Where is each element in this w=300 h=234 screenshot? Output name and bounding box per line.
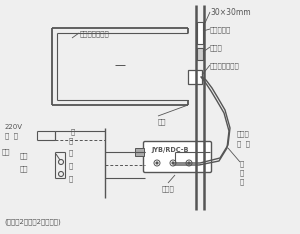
Text: 号: 号 xyxy=(240,169,244,176)
Text: 红: 红 xyxy=(71,128,75,135)
Text: 控制盒: 控制盒 xyxy=(162,185,175,192)
Circle shape xyxy=(172,162,174,164)
Text: JYB/RDC-B: JYB/RDC-B xyxy=(151,147,188,153)
Bar xyxy=(197,48,203,60)
Text: 接近开关传感器: 接近开关传感器 xyxy=(210,62,240,69)
Circle shape xyxy=(188,162,190,164)
Text: 常闭: 常闭 xyxy=(20,152,28,159)
Bar xyxy=(135,148,144,156)
Text: 橙: 橙 xyxy=(69,149,73,156)
Text: 220V: 220V xyxy=(5,124,23,130)
Text: 紫: 紫 xyxy=(69,175,73,182)
Text: 棕: 棕 xyxy=(69,137,73,144)
FancyBboxPatch shape xyxy=(143,142,212,172)
Text: 信: 信 xyxy=(240,160,244,167)
Bar xyxy=(188,70,202,84)
Text: (可增至2常开；2常闭输出): (可增至2常开；2常闭输出) xyxy=(4,218,61,225)
Text: 检测金属片: 检测金属片 xyxy=(210,26,231,33)
Text: 轴承座: 轴承座 xyxy=(210,44,223,51)
Text: 支架: 支架 xyxy=(158,118,166,125)
Circle shape xyxy=(156,162,158,164)
Text: 机  架: 机 架 xyxy=(237,140,250,147)
Text: 输送机: 输送机 xyxy=(237,130,250,137)
Text: 蓝: 蓝 xyxy=(69,162,73,169)
Text: 30×30mm: 30×30mm xyxy=(210,8,250,17)
Bar xyxy=(197,22,203,44)
Text: 输送机轴向辗榋: 输送机轴向辗榋 xyxy=(80,30,110,37)
Text: 输出: 输出 xyxy=(2,148,10,155)
Text: 线: 线 xyxy=(240,178,244,185)
Text: 电  源: 电 源 xyxy=(5,132,18,139)
Text: 常开: 常开 xyxy=(20,165,28,172)
